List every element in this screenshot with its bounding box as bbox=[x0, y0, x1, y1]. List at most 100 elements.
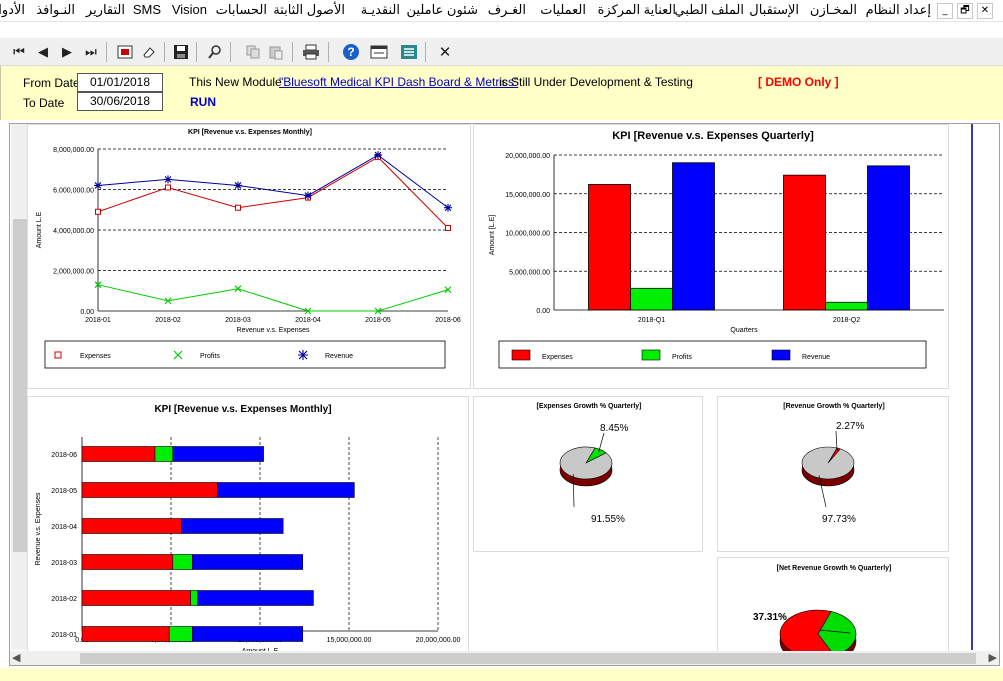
print-icon[interactable] bbox=[300, 41, 322, 63]
first-record-icon[interactable]: ⏮ bbox=[13, 44, 25, 60]
expenses-growth-pie-panel: [Expenses Growth % Quarterly] 8.45% 91.55% bbox=[473, 396, 703, 552]
data-point bbox=[234, 181, 242, 190]
y-tick-label: 8,000,000.00 bbox=[53, 147, 94, 154]
from-date-field[interactable]: 01/01/2018 bbox=[77, 73, 163, 92]
y-axis-label: Amount [L.E] bbox=[489, 215, 496, 256]
series-line-revenue bbox=[97, 154, 449, 209]
series-line-expenses bbox=[97, 156, 449, 229]
scroll-left-icon[interactable]: ◀ bbox=[12, 652, 21, 664]
paste-icon[interactable] bbox=[265, 41, 287, 63]
status-bar bbox=[0, 668, 1003, 681]
toolbar-separator bbox=[328, 42, 329, 62]
menu-item-reports[interactable]: التقارير bbox=[85, 2, 125, 17]
monthly-stacked-bar-chart: KPI [Revenue v.s. Expenses Monthly]0.005… bbox=[35, 404, 461, 655]
run-button[interactable]: RUN bbox=[190, 95, 216, 109]
menu-item-accounts[interactable]: الحسابات bbox=[215, 2, 267, 17]
stacked-bar-expenses bbox=[81, 482, 218, 498]
filter-panel: From Date 01/01/2018 To Date 30/06/2018 … bbox=[0, 66, 1003, 120]
legend-label: Revenue bbox=[802, 354, 830, 361]
details-icon[interactable] bbox=[398, 41, 420, 63]
menu-item-cash[interactable]: النقديـة bbox=[360, 2, 400, 17]
monthly-line-chart: KPI [Revenue v.s. Expenses Monthly] 0.00 2… bbox=[36, 129, 461, 369]
menu-item-rooms[interactable]: الغـرف bbox=[487, 2, 526, 17]
legend-label: Expenses bbox=[542, 354, 573, 361]
last-record-icon[interactable]: ⏭ bbox=[85, 44, 97, 60]
menu-item-reception[interactable]: الإستقبال bbox=[749, 2, 799, 17]
pie-slice bbox=[801, 446, 855, 480]
vertical-scrollbar[interactable] bbox=[11, 124, 28, 650]
minimize-icon[interactable]: _ bbox=[937, 3, 953, 19]
toolbar-separator bbox=[196, 42, 197, 62]
y-tick-label: 2,000,000.00 bbox=[53, 269, 94, 276]
stacked-bar-profits bbox=[172, 554, 193, 570]
y-axis-label: Amount L.E bbox=[36, 211, 43, 248]
data-point bbox=[95, 208, 101, 215]
copy-icon[interactable] bbox=[242, 41, 264, 63]
scroll-right-icon[interactable]: ▶ bbox=[988, 652, 997, 664]
quarterly-bar-chart: KPI [Revenue v.s. Expenses Quarterly] 0.0… bbox=[489, 130, 944, 369]
x-tick-label: 15,000,000.00 bbox=[327, 637, 372, 644]
new-record-icon[interactable] bbox=[114, 41, 136, 63]
pie-slice bbox=[559, 446, 613, 480]
panel-divider bbox=[971, 124, 973, 650]
menu-item-sms[interactable]: SMS bbox=[132, 2, 161, 17]
horizontal-scrollbar[interactable]: ◀ ▶ bbox=[10, 651, 999, 665]
menu-item-operations[interactable]: العمليات bbox=[540, 2, 586, 17]
legend-label: Profits bbox=[672, 354, 692, 361]
horizontal-scroll-thumb[interactable] bbox=[80, 653, 976, 664]
x-axis-label: Quarters bbox=[730, 327, 758, 334]
window-icon[interactable] bbox=[368, 41, 390, 63]
menu-item-icu[interactable]: العناية المركزة bbox=[597, 2, 676, 17]
menu-bar: إعداد النظام المخـازن الإستقبال الملف ال… bbox=[0, 0, 1003, 22]
pie-label: 2.27% bbox=[836, 421, 864, 432]
save-icon[interactable] bbox=[170, 41, 192, 63]
previous-record-icon[interactable]: ◀ bbox=[38, 44, 48, 60]
close-window-icon[interactable]: ✕ bbox=[977, 3, 993, 19]
menu-item-tools[interactable]: الأدوات bbox=[0, 2, 25, 17]
expenses-growth-pie: [Expenses Growth % Quarterly] 8.45% 91.55% bbox=[536, 403, 641, 525]
data-point bbox=[304, 307, 312, 315]
notice-prefix: This New Module bbox=[189, 75, 282, 89]
svg-text:?: ? bbox=[347, 45, 354, 59]
stacked-bar-revenue bbox=[192, 554, 304, 570]
module-link[interactable]: "Bluesoft Medical KPI Dash Board & Metri… bbox=[279, 75, 519, 89]
data-point bbox=[164, 175, 172, 184]
y-tick-label: 2018-06 bbox=[51, 452, 77, 459]
stacked-bar-revenue bbox=[197, 590, 314, 606]
find-icon[interactable] bbox=[204, 41, 226, 63]
menu-item-vision[interactable]: Vision bbox=[171, 2, 207, 17]
data-point bbox=[235, 204, 241, 211]
close-form-icon[interactable]: ✕ bbox=[438, 43, 452, 61]
bar-expenses bbox=[588, 184, 631, 311]
to-date-field[interactable]: 30/06/2018 bbox=[77, 92, 163, 111]
restore-icon[interactable]: 🗗 bbox=[957, 3, 973, 19]
data-point bbox=[374, 151, 382, 160]
help-icon[interactable]: ? bbox=[340, 41, 362, 63]
next-record-icon[interactable]: ▶ bbox=[62, 44, 72, 60]
vertical-scroll-thumb[interactable] bbox=[13, 219, 27, 552]
legend-swatch bbox=[771, 349, 791, 361]
data-point bbox=[234, 285, 242, 293]
stacked-bar-expenses bbox=[81, 554, 174, 570]
stacked-bar-profits bbox=[190, 590, 199, 606]
notice-suffix: is Still Under Development & Testing bbox=[499, 75, 693, 89]
menu-item-stores[interactable]: المخـازن bbox=[809, 2, 857, 17]
menu-item-system-setup[interactable]: إعداد النظام bbox=[865, 2, 931, 17]
dashboard-area: KPI [Revenue v.s. Expenses Monthly] 0.00 2… bbox=[9, 123, 1000, 666]
y-axis-label: Revenue v.s. Expenses bbox=[35, 492, 42, 566]
x-tick-label: 20,000,000.00 bbox=[416, 637, 461, 644]
menu-item-medical-file[interactable]: الملف الطبي bbox=[674, 2, 744, 17]
y-tick-label: 4,000,000.00 bbox=[53, 228, 94, 235]
menu-item-fixed-assets[interactable]: الأصول الثابتة bbox=[273, 2, 345, 17]
x-tick-label: 2018-03 bbox=[225, 317, 251, 324]
y-tick-label: 0.00 bbox=[80, 309, 94, 316]
menu-item-hr[interactable]: شئون عاملين bbox=[406, 2, 479, 17]
toolbar-separator bbox=[425, 42, 426, 62]
pie-label: 37.31% bbox=[753, 612, 787, 623]
x-tick-label: 2018-Q2 bbox=[833, 317, 860, 324]
x-tick-label: 2018-Q1 bbox=[638, 317, 665, 324]
menu-item-windows[interactable]: النـوافذ bbox=[36, 2, 75, 17]
chart-title: KPI [Revenue v.s. Expenses Monthly] bbox=[188, 129, 312, 136]
net-revenue-growth-pie: [Net Revenue Growth % Quarterly] 37.31% bbox=[753, 565, 891, 665]
eraser-icon[interactable] bbox=[138, 41, 160, 63]
